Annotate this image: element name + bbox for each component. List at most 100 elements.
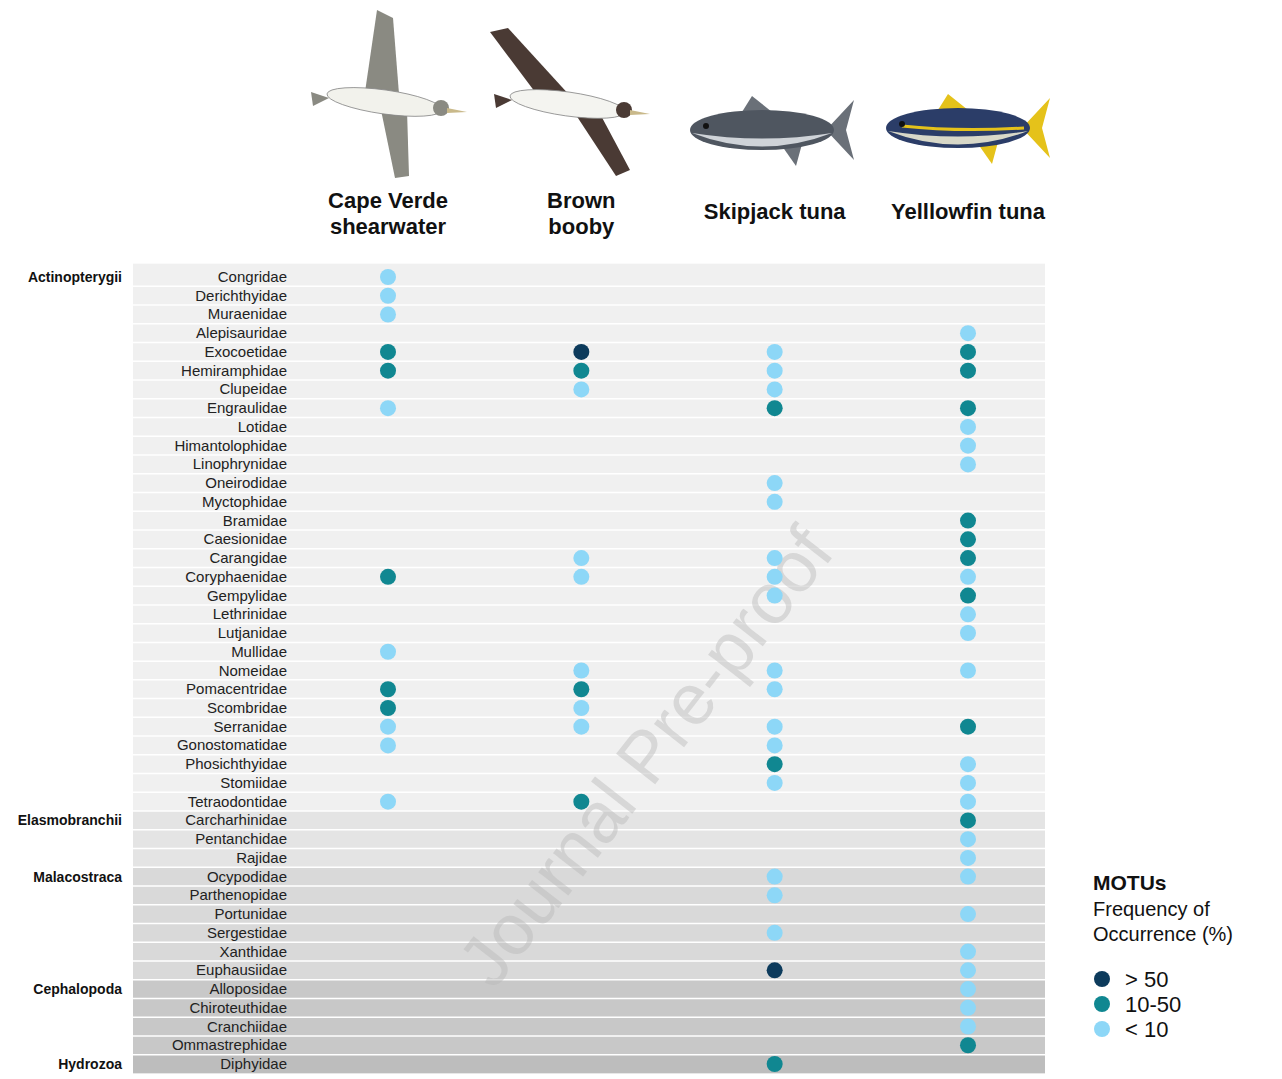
eye [703, 123, 709, 129]
row-label: Lethrinidae [213, 605, 287, 622]
row-label: Bramidae [223, 512, 287, 529]
dot [767, 962, 783, 978]
row-label: Sergestidae [207, 924, 287, 941]
column-titles: Cape Verdeshearwater Brownbooby Skipjack t… [328, 188, 1046, 239]
dot [960, 1000, 976, 1016]
dot [767, 494, 783, 510]
booby [490, 28, 650, 176]
dot [960, 794, 976, 810]
dot [380, 569, 396, 585]
row-label: Mullidae [231, 643, 287, 660]
dots [380, 269, 976, 1072]
row-label: Euphausiidae [196, 961, 287, 978]
dot [767, 663, 783, 679]
row-label: Derichthyidae [195, 287, 287, 304]
dot [960, 363, 976, 379]
dot [960, 531, 976, 547]
wing [574, 110, 630, 176]
dot [573, 363, 589, 379]
body [690, 110, 834, 150]
dot [960, 1037, 976, 1053]
legend: MOTUsFrequency ofOccurrence (%)> 5010-50… [1093, 871, 1233, 1042]
dot [767, 569, 783, 585]
row-label: Tetraodontidae [188, 793, 287, 810]
dot [767, 756, 783, 772]
row-label: Congridae [218, 268, 287, 285]
dot [767, 887, 783, 903]
dot [767, 737, 783, 753]
dot [960, 831, 976, 847]
group-band [133, 1055, 1045, 1074]
body [325, 82, 443, 122]
tail [311, 92, 329, 106]
dot [380, 794, 396, 810]
row-label: Ommastrephidae [172, 1036, 287, 1053]
dot [960, 400, 976, 416]
dot [960, 812, 976, 828]
row-label: Stomiidae [220, 774, 287, 791]
group-label: Elasmobranchii [18, 812, 122, 828]
column-title: Cape Verdeshearwater [328, 188, 448, 239]
group-band [133, 264, 1045, 811]
fin [742, 96, 772, 112]
dot [767, 475, 783, 491]
dot [767, 1056, 783, 1072]
dot [960, 962, 976, 978]
dot [573, 569, 589, 585]
dot [960, 663, 976, 679]
row-label: Cranchiidae [207, 1018, 287, 1035]
dot [380, 400, 396, 416]
wing [490, 28, 572, 98]
row-label: Carangidae [209, 549, 287, 566]
legend-label: > 50 [1125, 967, 1168, 992]
row-label: Phosichthyidae [185, 755, 287, 772]
dot [960, 1019, 976, 1035]
row-label: Nomeidae [219, 662, 287, 679]
row-label: Gempylidae [207, 587, 287, 604]
group-label: Cephalopoda [33, 981, 122, 997]
row-label: Oneirodidae [205, 474, 287, 491]
beak [630, 110, 650, 115]
dot [960, 344, 976, 360]
dot [960, 944, 976, 960]
column-title: Skipjack tuna [704, 199, 847, 224]
dot [380, 269, 396, 285]
dot [573, 794, 589, 810]
dot [767, 400, 783, 416]
wing [381, 110, 409, 178]
belly [888, 131, 1028, 145]
wing [365, 10, 399, 94]
dot [767, 550, 783, 566]
dot [573, 550, 589, 566]
eye [899, 121, 905, 127]
dot [767, 925, 783, 941]
dot [960, 456, 976, 472]
row-label: Chiroteuthidae [189, 999, 287, 1016]
dot [960, 775, 976, 791]
row-label: Alloposidae [209, 980, 287, 997]
group-band [133, 980, 1045, 1055]
dot [573, 681, 589, 697]
legend-subtitle: Frequency ofOccurrence (%) [1093, 898, 1233, 945]
dot [960, 325, 976, 341]
legend-swatch [1094, 996, 1110, 1012]
row-label: Parthenopidae [189, 886, 287, 903]
dot [380, 700, 396, 716]
row-label: Pomacentridae [186, 680, 287, 697]
legend-swatch [1094, 971, 1110, 987]
watermark: Journal Pre-proof [443, 512, 849, 1000]
dot [573, 700, 589, 716]
belly [692, 133, 832, 147]
dot [767, 869, 783, 885]
column-title: Brownbooby [547, 188, 615, 239]
dot [960, 625, 976, 641]
dot [767, 344, 783, 360]
row-label: Rajidae [236, 849, 287, 866]
row-label: Xanthidae [219, 943, 287, 960]
dot [960, 850, 976, 866]
body [886, 108, 1030, 148]
row-label: Lotidae [238, 418, 287, 435]
head [616, 102, 632, 118]
row-label: Clupeidae [219, 380, 287, 397]
dot [960, 438, 976, 454]
